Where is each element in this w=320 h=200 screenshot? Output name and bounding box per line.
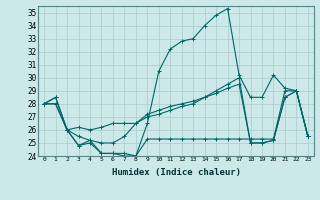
X-axis label: Humidex (Indice chaleur): Humidex (Indice chaleur) xyxy=(111,168,241,177)
